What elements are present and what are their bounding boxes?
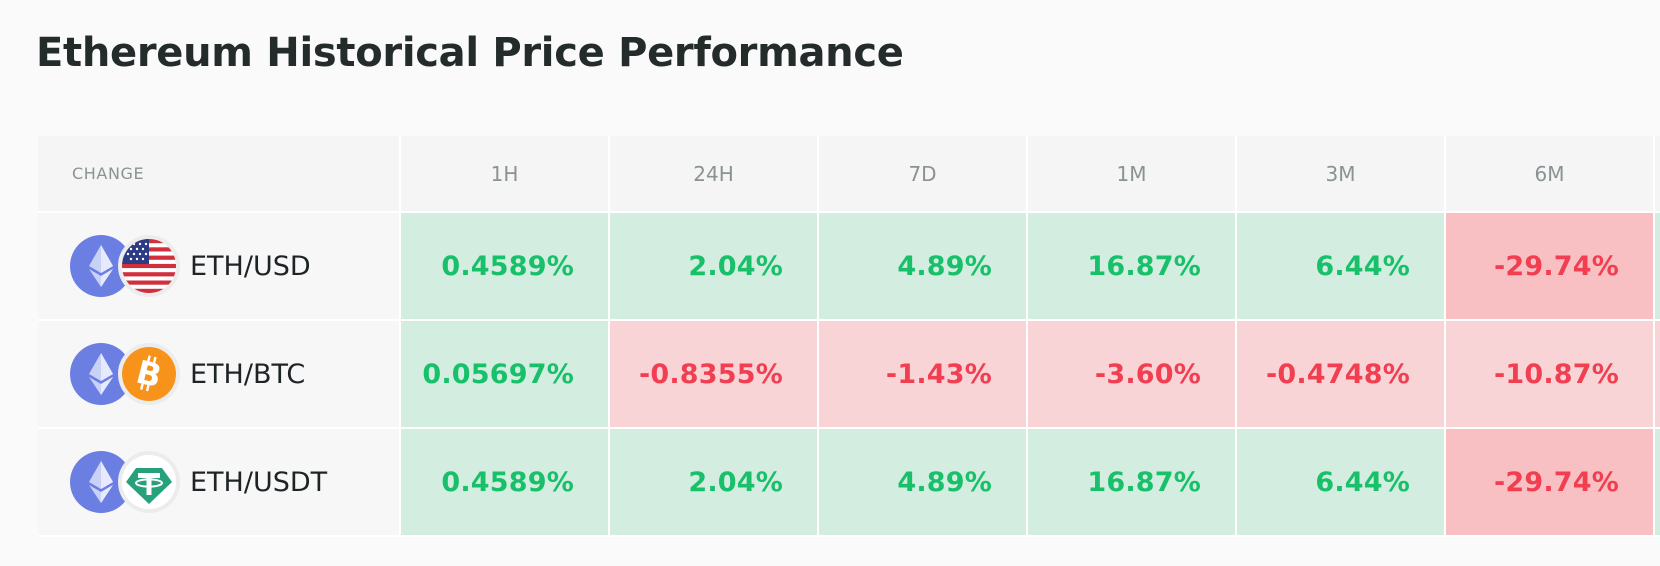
pair-label[interactable]: ETH/USD bbox=[190, 250, 311, 282]
table-row[interactable]: B ETH/BTC 0.05697% -0.8355% bbox=[38, 319, 1660, 429]
performance-table-container: CHANGE 1H 24H 7D 1M 3M 6M bbox=[38, 136, 1660, 537]
column-header-1h[interactable]: 1H bbox=[399, 136, 610, 212]
pair-cell[interactable]: B ETH/BTC bbox=[38, 319, 401, 429]
change-3m: 6.44% bbox=[1235, 427, 1446, 537]
column-header-3m[interactable]: 3M bbox=[1235, 136, 1446, 212]
table-row[interactable]: ETH/USD 0.4589% 2.04% 4.89% 16.87% 6.44%… bbox=[38, 211, 1660, 321]
change-7d: -1.43% bbox=[817, 319, 1028, 429]
change-1m: 16.87% bbox=[1026, 427, 1237, 537]
change-extra bbox=[1653, 427, 1660, 537]
change-24h: 2.04% bbox=[608, 427, 819, 537]
change-6m: -29.74% bbox=[1444, 427, 1655, 537]
change-24h: 2.04% bbox=[608, 211, 819, 321]
pair-label[interactable]: ETH/BTC bbox=[190, 358, 306, 390]
pair-cell[interactable]: ETH/USD bbox=[38, 211, 401, 321]
column-header-7d[interactable]: 7D bbox=[817, 136, 1028, 212]
change-extra bbox=[1653, 319, 1660, 429]
change-7d: 4.89% bbox=[817, 427, 1028, 537]
column-header-1m[interactable]: 1M bbox=[1026, 136, 1237, 212]
tether-icon bbox=[118, 451, 180, 513]
change-6m: -29.74% bbox=[1444, 211, 1655, 321]
pair-cell[interactable]: ETH/USDT bbox=[38, 427, 401, 537]
change-6m: -10.87% bbox=[1444, 319, 1655, 429]
price-performance-table: CHANGE 1H 24H 7D 1M 3M 6M bbox=[38, 136, 1660, 537]
column-header-24h[interactable]: 24H bbox=[608, 136, 819, 212]
change-3m: -0.4748% bbox=[1235, 319, 1446, 429]
change-24h: -0.8355% bbox=[608, 319, 819, 429]
page-title: Ethereum Historical Price Performance bbox=[36, 30, 904, 76]
table-row[interactable]: ETH/USDT 0.4589% 2.04% 4.89% 16.87% 6.44… bbox=[38, 427, 1660, 537]
change-1m: 16.87% bbox=[1026, 211, 1237, 321]
change-3m: 6.44% bbox=[1235, 211, 1446, 321]
change-7d: 4.89% bbox=[817, 211, 1028, 321]
pair-label[interactable]: ETH/USDT bbox=[190, 466, 328, 498]
change-extra bbox=[1653, 211, 1660, 321]
bitcoin-icon: B bbox=[118, 343, 180, 405]
column-header-extra bbox=[1653, 136, 1660, 212]
table-header-row: CHANGE 1H 24H 7D 1M 3M 6M bbox=[38, 136, 1660, 212]
change-1h: 0.4589% bbox=[399, 427, 610, 537]
us-flag-icon bbox=[118, 235, 180, 297]
change-1h: 0.05697% bbox=[399, 319, 610, 429]
change-1m: -3.60% bbox=[1026, 319, 1237, 429]
change-1h: 0.4589% bbox=[399, 211, 610, 321]
column-header-change: CHANGE bbox=[38, 136, 401, 212]
column-header-6m[interactable]: 6M bbox=[1444, 136, 1655, 212]
